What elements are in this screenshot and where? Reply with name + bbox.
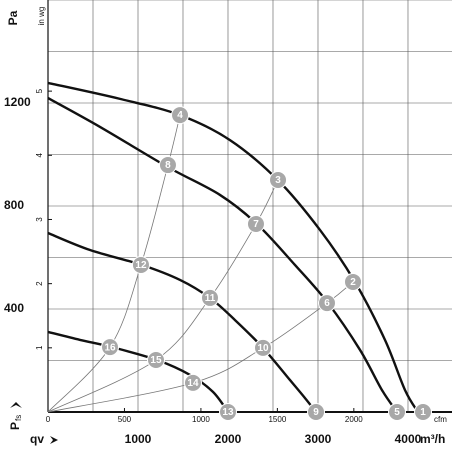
y-label-sub: fs [14,415,23,421]
y-tick-label: 800 [4,198,24,212]
fan-curve [47,97,399,413]
y2-tick-label: 5 [35,88,44,93]
point-marker [200,288,219,307]
y2-unit: in wg [37,7,46,26]
point-marker [344,272,363,291]
y-tick-label: 400 [4,301,24,315]
point-label: 6 [324,298,330,309]
point-label: 7 [253,219,259,230]
y-arrow [10,402,22,408]
point-label: 9 [313,407,319,418]
x2-tick-label: 1500 [268,415,286,424]
x2-tick-label: 0 [46,415,51,424]
point-marker [101,338,120,357]
point-label: 16 [104,342,116,353]
x2-tick-label: 500 [118,415,132,424]
point-marker [131,255,150,274]
point-marker [218,403,237,421]
point-marker [307,403,326,421]
point-marker [269,170,288,189]
point-marker [254,338,273,357]
point-label: 12 [135,260,147,271]
point-marker [171,106,190,125]
y2-tick-label: 4 [35,153,44,158]
point-marker [183,373,202,392]
y-tick-label: 1200 [4,95,31,109]
fan-curve [47,81,420,413]
x2-tick-label: 1000 [192,415,210,424]
point-label: 11 [205,293,216,304]
y2-tick-label: 3 [35,217,44,222]
point-marker [388,403,407,421]
x-unit: m³/h [420,432,445,446]
point-label: 15 [150,355,162,366]
x-tick-label: 3000 [305,432,332,446]
system-curve [47,179,279,413]
point-label: 2 [350,277,356,288]
point-marker [246,215,265,234]
point-label: 8 [165,160,171,171]
y-unit: Pa [6,10,20,25]
point-marker [158,156,177,175]
y2-tick-label: 1 [35,345,44,350]
x-tick-label: 2000 [215,432,242,446]
x-tick-label: 4000 [395,432,422,446]
point-label: 1 [420,407,426,418]
x-label: qv [30,432,44,446]
point-label: 3 [275,175,281,186]
point-label: 4 [177,110,183,121]
x2-unit: cfm [434,415,447,424]
y-label: P [8,422,22,430]
x2-tick-label: 2000 [345,415,363,424]
fan-curve [47,231,317,413]
y2-tick-label: 2 [35,281,44,286]
point-marker [317,294,336,313]
point-label: 10 [257,343,269,354]
point-label: 5 [394,407,400,418]
point-label: 14 [187,378,199,389]
point-marker [146,350,165,369]
x-tick-label: 1000 [125,432,152,446]
x-arrow [50,436,58,444]
point-marker [414,403,433,421]
point-label: 13 [222,407,234,418]
system-curve [47,281,354,413]
